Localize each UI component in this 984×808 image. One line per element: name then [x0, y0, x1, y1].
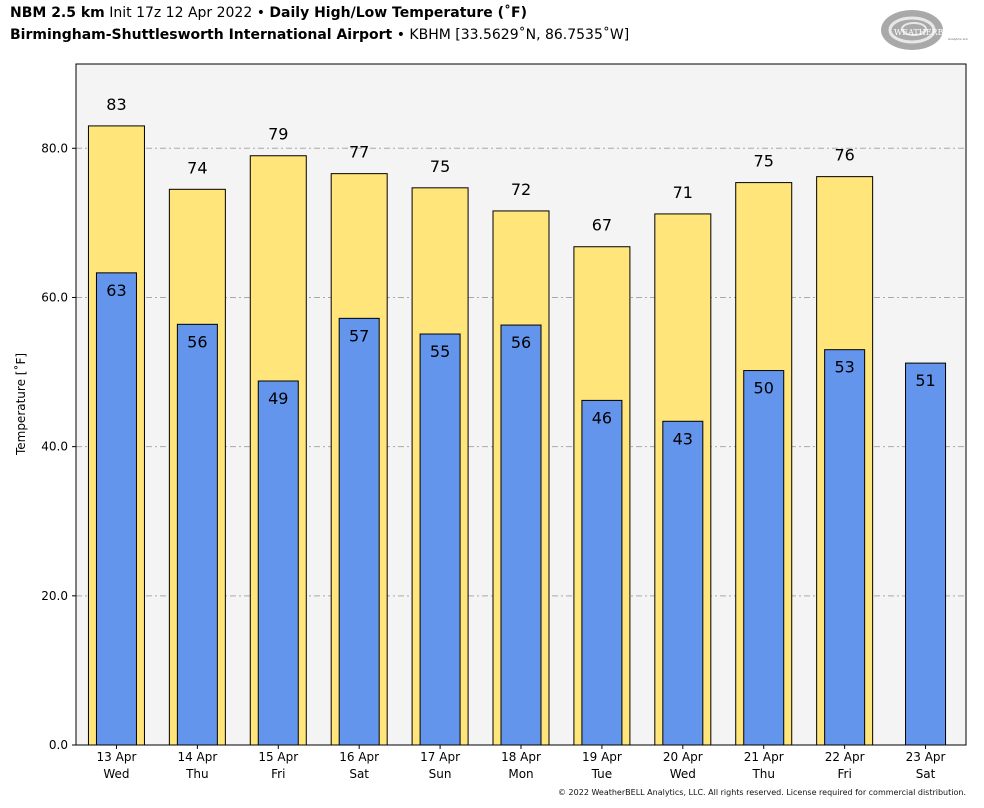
low-value-label: 53: [834, 358, 854, 377]
x-axis: 13 Apr Wed 14 Apr Thu 15 Apr Fri 16 Apr Sat 17 A…: [97, 745, 946, 781]
y-tick-label: 20.0: [41, 589, 68, 603]
high-value-label: 83: [106, 95, 126, 114]
x-tick-day: Wed: [670, 767, 696, 781]
y-axis-label: Temperature [˚F]: [13, 353, 28, 456]
x-tick-day: Mon: [508, 767, 533, 781]
low-bar: [95, 272, 137, 746]
copyright-notice: © 2022 WeatherBELL Analytics, LLC. All r…: [558, 788, 966, 797]
x-tick-date: 20 Apr: [663, 750, 703, 764]
low-bar: [581, 399, 623, 746]
high-value-label: 75: [430, 157, 450, 176]
separator: •: [256, 5, 265, 21]
y-axis: 0.0 20.0 40.0 60.0 80.0: [41, 141, 76, 752]
x-tick-day: Tue: [591, 767, 613, 781]
low-bar: [824, 349, 866, 746]
low-value-label: 50: [754, 379, 774, 398]
low-value-label: 55: [430, 342, 450, 361]
y-tick-label: 0.0: [49, 738, 68, 752]
y-tick-label: 80.0: [41, 141, 68, 155]
x-tick-date: 13 Apr: [97, 750, 137, 764]
low-value-label: 56: [511, 333, 531, 352]
value-labels: 83 63 74 56 79 49 77 57 75 55 72 56 67 46 71 43 75 50 76 53…: [106, 95, 935, 448]
low-value-label: 57: [349, 326, 369, 345]
low-bar: [905, 362, 947, 746]
svg-text:Analytics LLC: Analytics LLC: [948, 37, 968, 41]
low-bar: [662, 420, 704, 746]
high-value-label: 72: [511, 180, 531, 199]
low-bar: [257, 380, 299, 746]
x-tick-date: 17 Apr: [420, 750, 460, 764]
model-name: NBM 2.5 km: [10, 5, 105, 21]
x-tick-date: 22 Apr: [825, 750, 865, 764]
x-tick-day: Fri: [271, 767, 285, 781]
chart-title: Daily High/Low Temperature (˚F): [269, 5, 527, 21]
x-tick-day: Sat: [916, 767, 936, 781]
low-value-label: 49: [268, 389, 288, 408]
x-tick-date: 19 Apr: [582, 750, 622, 764]
x-tick-date: 21 Apr: [744, 750, 784, 764]
header-line-1: NBM 2.5 km Init 17z 12 Apr 2022 • Daily …: [10, 5, 527, 21]
bars: [87, 125, 947, 746]
high-value-label: 76: [834, 146, 854, 165]
low-value-label: 63: [106, 281, 126, 300]
low-value-label: 56: [187, 332, 207, 351]
low-value-label: 51: [915, 371, 935, 390]
low-bar: [419, 333, 461, 746]
x-tick-day: Wed: [103, 767, 129, 781]
high-value-label: 79: [268, 125, 288, 144]
x-tick-date: 23 Apr: [906, 750, 946, 764]
low-bar: [500, 324, 542, 746]
x-tick-day: Fri: [837, 767, 851, 781]
high-value-label: 75: [754, 152, 774, 171]
x-tick-day: Sun: [429, 767, 452, 781]
low-value-label: 43: [673, 429, 693, 448]
header-line-2: Birmingham-Shuttlesworth International A…: [10, 27, 629, 43]
y-tick-label: 60.0: [41, 290, 68, 304]
init-time: Init 17z 12 Apr 2022: [109, 5, 253, 21]
x-tick-day: Thu: [751, 767, 775, 781]
x-tick-date: 14 Apr: [177, 750, 217, 764]
separator: •: [396, 27, 405, 43]
high-value-label: 77: [349, 143, 369, 162]
x-tick-day: Thu: [185, 767, 209, 781]
y-tick-label: 40.0: [41, 440, 68, 454]
x-tick-date: 15 Apr: [258, 750, 298, 764]
weatherbell-logo: WEATHERBELL Analytics LLC: [881, 10, 968, 50]
x-tick-date: 18 Apr: [501, 750, 541, 764]
svg-text:WEATHERBELL: WEATHERBELL: [894, 28, 961, 37]
x-tick-day: Sat: [349, 767, 369, 781]
low-bar: [743, 370, 785, 746]
low-bar: [338, 317, 380, 746]
station-info: KBHM [33.5629˚N, 86.7535˚W]: [409, 27, 630, 43]
high-value-label: 67: [592, 216, 612, 235]
low-value-label: 46: [592, 408, 612, 427]
x-tick-date: 16 Apr: [339, 750, 379, 764]
high-value-label: 74: [187, 158, 207, 177]
high-value-label: 71: [673, 183, 693, 202]
low-bar: [176, 323, 218, 746]
location-name: Birmingham-Shuttlesworth International A…: [10, 27, 393, 43]
